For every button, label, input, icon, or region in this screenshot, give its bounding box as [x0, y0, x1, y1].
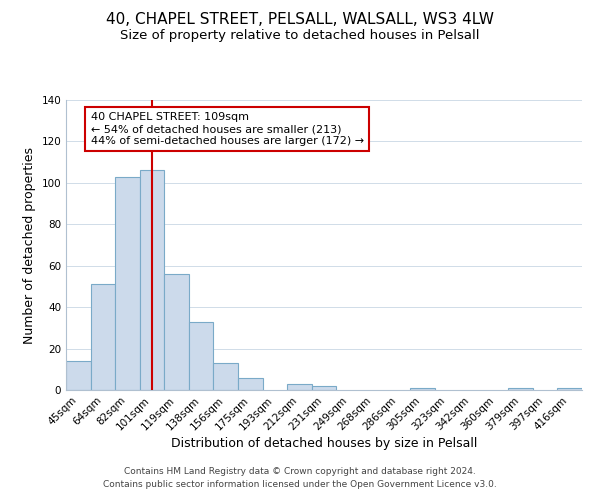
Bar: [140, 170, 164, 390]
X-axis label: Distribution of detached houses by size in Pelsall: Distribution of detached houses by size …: [171, 438, 477, 450]
Y-axis label: Number of detached properties: Number of detached properties: [23, 146, 36, 344]
Bar: [238, 378, 263, 390]
Bar: [214, 363, 238, 390]
Bar: [115, 176, 140, 390]
Bar: [508, 388, 533, 390]
Bar: [164, 274, 189, 390]
Text: 40, CHAPEL STREET, PELSALL, WALSALL, WS3 4LW: 40, CHAPEL STREET, PELSALL, WALSALL, WS3…: [106, 12, 494, 28]
Bar: [557, 388, 582, 390]
Bar: [189, 322, 214, 390]
Bar: [91, 284, 115, 390]
Bar: [66, 361, 91, 390]
Bar: [312, 386, 336, 390]
Text: 40 CHAPEL STREET: 109sqm
← 54% of detached houses are smaller (213)
44% of semi-: 40 CHAPEL STREET: 109sqm ← 54% of detach…: [91, 112, 364, 146]
Text: Size of property relative to detached houses in Pelsall: Size of property relative to detached ho…: [120, 29, 480, 42]
Text: Contains HM Land Registry data © Crown copyright and database right 2024.: Contains HM Land Registry data © Crown c…: [124, 467, 476, 476]
Bar: [410, 388, 434, 390]
Text: Contains public sector information licensed under the Open Government Licence v3: Contains public sector information licen…: [103, 480, 497, 489]
Bar: [287, 384, 312, 390]
